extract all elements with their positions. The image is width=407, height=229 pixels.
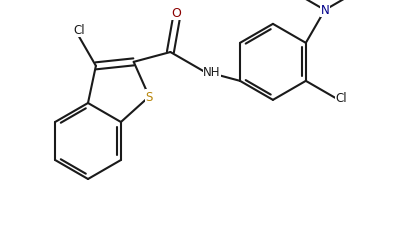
- Text: Cl: Cl: [73, 24, 85, 37]
- Text: N: N: [320, 4, 329, 17]
- Text: Cl: Cl: [335, 92, 347, 105]
- Text: NH: NH: [204, 65, 221, 78]
- Text: O: O: [171, 7, 181, 20]
- Text: S: S: [145, 91, 153, 104]
